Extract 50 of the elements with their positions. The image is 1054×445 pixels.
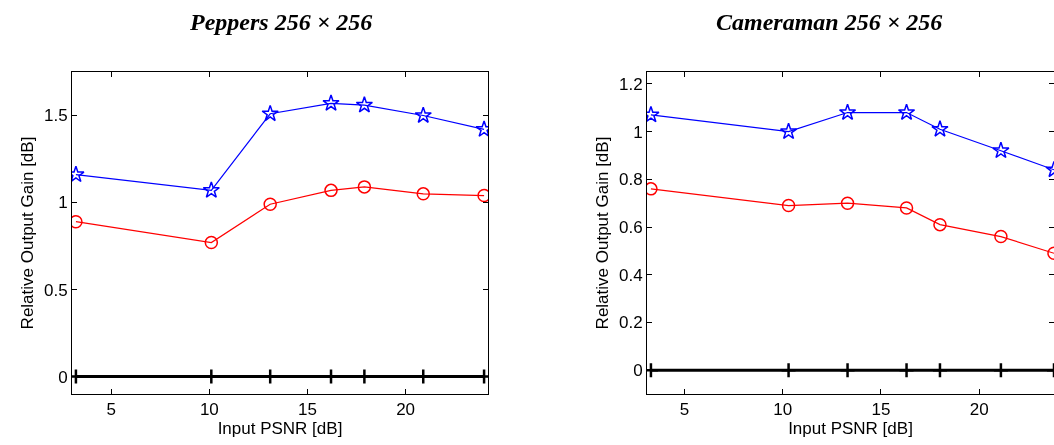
x-tick-label: 5 [106, 400, 116, 420]
point [992, 141, 1010, 159]
x-axis-title: Input PSNR [dB] [217, 419, 343, 439]
x-tick-label: 20 [396, 400, 416, 420]
y-tick-label: 1.2 [618, 74, 643, 94]
y-tick-label: 0.6 [618, 217, 643, 237]
point [416, 187, 430, 201]
x-tick-label: 10 [773, 400, 793, 420]
point [931, 361, 949, 379]
point [838, 103, 857, 121]
chart-title: Cameraman 256 × 256 [716, 9, 943, 35]
y-axis-title: Relative Output Gain [dB] [17, 136, 37, 330]
point [994, 229, 1008, 244]
x-tick-label: 20 [969, 400, 989, 420]
point [992, 361, 1010, 379]
point [780, 361, 797, 379]
point [414, 106, 432, 124]
point [204, 235, 219, 250]
y-tick-label: 0.4 [618, 265, 643, 285]
point [898, 361, 915, 379]
x-tick-label: 15 [871, 400, 891, 420]
point [322, 94, 340, 111]
x-axis-title: Input PSNR [dB] [788, 419, 913, 439]
y-tick-label: 1 [58, 193, 68, 213]
y-tick-label: 0 [58, 367, 68, 387]
point [931, 120, 949, 137]
x-tick-label: 15 [298, 400, 317, 420]
point [899, 201, 914, 215]
point [324, 183, 338, 198]
point [897, 103, 916, 121]
x-tick-label: 5 [679, 400, 690, 420]
point [839, 361, 856, 379]
y-axis-title: Relative Output Gain [dB] [592, 136, 612, 330]
y-tick-label: 0.5 [43, 280, 68, 300]
y-tick-label: 0 [633, 361, 643, 381]
point [202, 181, 221, 198]
point [933, 217, 947, 232]
point [355, 95, 374, 113]
y-tick-label: 0.2 [618, 313, 643, 333]
point [261, 104, 279, 122]
point [779, 122, 798, 140]
chart-title: Peppers 256 × 256 [189, 9, 373, 35]
x-tick-label: 10 [199, 400, 219, 420]
point [357, 180, 372, 194]
y-tick-label: 1.5 [43, 106, 68, 126]
point [263, 197, 277, 212]
y-tick-label: 1 [633, 122, 643, 142]
point [840, 196, 855, 210]
point [781, 198, 796, 213]
y-tick-label: 0.8 [618, 170, 643, 190]
